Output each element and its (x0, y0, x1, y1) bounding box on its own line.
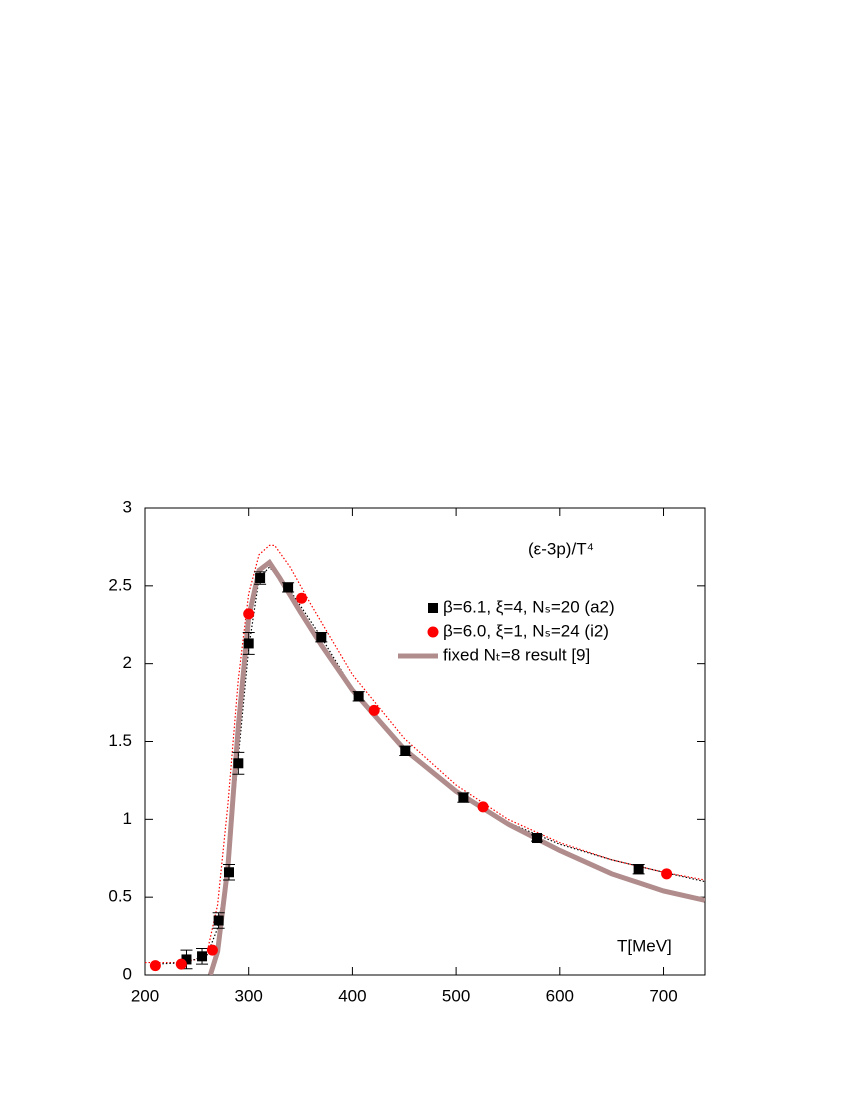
plot-frame (144, 507, 706, 976)
data-point (353, 691, 364, 702)
y-tick-label: 2.5 (108, 575, 132, 594)
legend-marker (427, 626, 439, 638)
fit-line (207, 558, 705, 975)
data-point (243, 638, 254, 649)
data-point (283, 582, 294, 593)
data-point (316, 632, 327, 643)
data-point (197, 951, 208, 962)
y-tick-label: 1.5 (108, 731, 132, 750)
fit-line (145, 544, 705, 964)
y-tick-label: 0 (123, 964, 132, 983)
legend-label: β=6.0, ξ=1, Nₛ=24 (i2) (443, 621, 609, 640)
y-tick-label: 1 (123, 809, 132, 828)
data-point (149, 960, 161, 972)
data-point (213, 915, 224, 926)
data-point (633, 864, 644, 875)
x-tick-label: 600 (546, 986, 574, 1005)
x-tick-label: 700 (649, 986, 677, 1005)
data-point (181, 954, 192, 965)
data-point (255, 573, 266, 584)
data-point (661, 868, 673, 880)
data-point (233, 758, 244, 769)
data-point (206, 944, 218, 956)
legend-label: β=6.1, ξ=4, Nₛ=20 (a2) (443, 597, 615, 616)
y-tick-label: 3 (123, 497, 132, 516)
x-axis-label: T[MeV] (617, 936, 672, 955)
x-tick-label: 300 (235, 986, 263, 1005)
legend-label: fixed Nₜ=8 result [9] (443, 645, 590, 664)
data-point (458, 792, 469, 803)
data-point (175, 958, 187, 970)
y-tick-label: 2 (123, 653, 132, 672)
x-tick-label: 400 (338, 986, 366, 1005)
data-point (532, 833, 542, 844)
data-point (224, 867, 234, 878)
data-point (400, 745, 411, 756)
data-point (296, 592, 308, 604)
y-tick-label: 0.5 (108, 887, 132, 906)
x-tick-label: 200 (131, 986, 159, 1005)
data-point (243, 608, 255, 620)
x-tick-label: 500 (442, 986, 470, 1005)
data-point (477, 801, 489, 813)
annotation: (ε-3p)/T⁴ (528, 539, 594, 558)
legend-marker (428, 603, 438, 613)
data-point (368, 704, 380, 716)
